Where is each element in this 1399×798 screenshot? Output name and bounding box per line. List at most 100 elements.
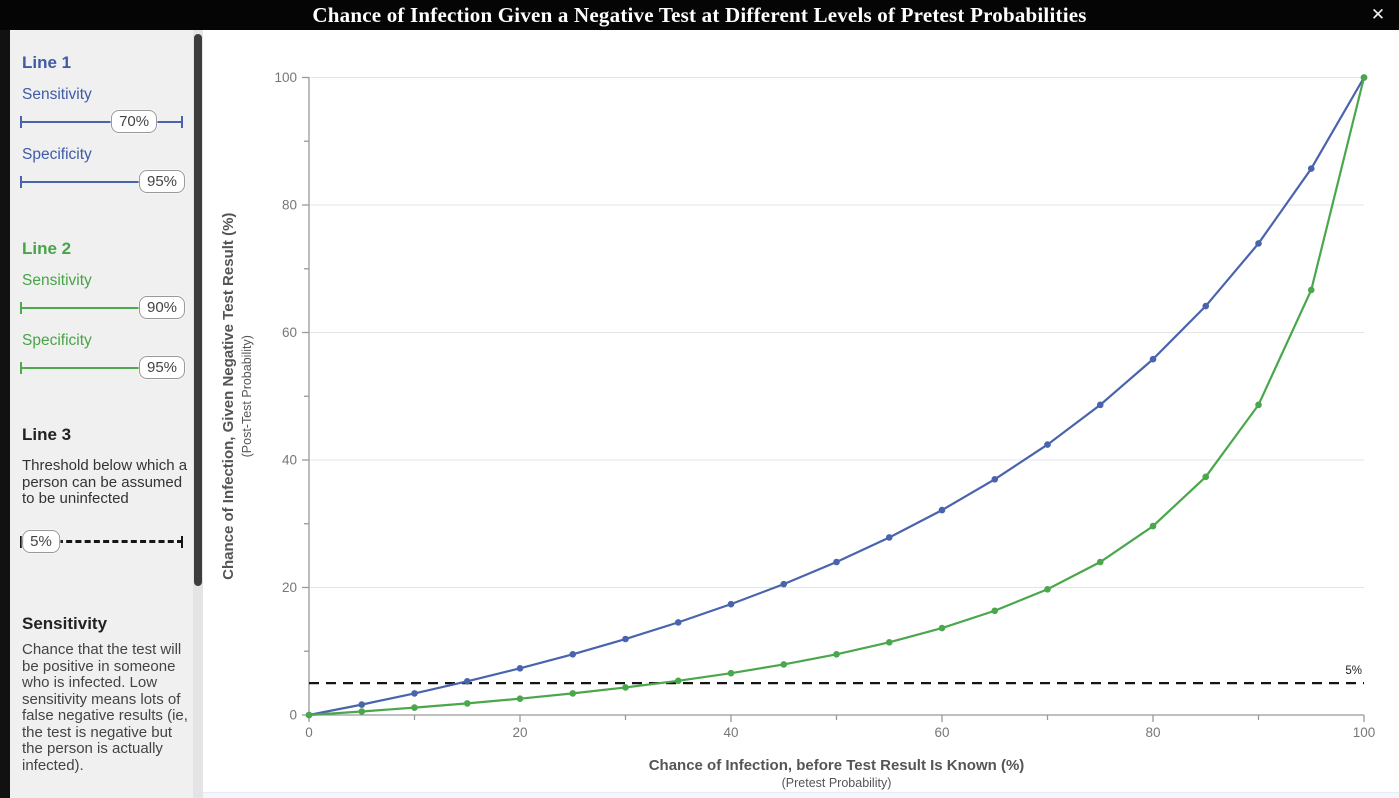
series-line2-point [463,700,471,707]
slider-track[interactable] [20,121,183,123]
slider-endcap [181,116,183,128]
series-line2-point [727,669,735,677]
close-icon[interactable]: ✕ [1370,5,1386,24]
gridlines [309,77,1364,588]
slider-track[interactable] [20,540,183,543]
series-line2-point [305,711,313,719]
series-line2-point [1044,585,1051,593]
slider-track[interactable] [20,367,183,369]
series-line2-point [411,704,418,711]
series-line1-point [1149,355,1157,363]
svg-text:40: 40 [282,453,297,468]
svg-text:60: 60 [934,725,949,740]
sensitivity-definition-heading: Sensitivity [22,614,108,633]
series-line2-point [885,639,893,646]
svg-text:Chance of Infection, before Te: Chance of Infection, before Test Result … [649,757,1025,774]
series-line2-point [780,661,788,668]
series-line1-point [674,619,682,626]
slider-endcap [181,536,183,548]
series-line1[interactable] [305,74,1368,719]
svg-text:60: 60 [282,325,297,340]
series-line1-point [622,635,629,643]
post-test-probability-plot: 0 20 40 60 80 100 0 20 40 60 80 100 5% Chance of Infe… [220,70,1376,790]
series-line2-point [622,684,629,691]
bottom-strip [203,792,1399,798]
series-line1-point [411,690,418,697]
svg-text:100: 100 [1353,725,1376,740]
series-line2-point [1096,558,1104,566]
line1-sensitivity-slider[interactable]: 70% [20,108,183,136]
line3-threshold-handle[interactable]: 5% [22,530,60,553]
line3-description: Threshold below which a person can be as… [22,457,188,507]
series-line1-point [569,651,577,658]
series-line1-point [463,678,471,685]
title-bar: Chance of Infection Given a Negative Tes… [0,0,1399,30]
line1-specificity-slider[interactable]: 95% [20,168,186,196]
series-line2-point [358,708,366,715]
svg-text:80: 80 [282,198,297,213]
svg-text:0: 0 [305,725,313,740]
series-line2-point [674,677,682,685]
series-line1-point [1096,401,1104,409]
series-line1-point [885,534,893,541]
controls-sidebar: Line 1 Sensitivity 70% Specificity 95% L… [10,30,193,798]
line1-sensitivity-handle[interactable]: 70% [111,110,158,133]
chart: 0 20 40 60 80 100 0 20 40 60 80 100 5% Chance of Infe… [203,30,1399,792]
series-line2-point [991,607,999,615]
sensitivity-definition-body: Chance that the test will be positive in… [22,641,188,774]
svg-text:80: 80 [1145,725,1160,740]
line2-heading: Line 2 [22,239,72,258]
line1-specificity-label: Specificity [22,146,92,163]
page-title: Chance of Infection Given a Negative Tes… [312,2,1087,27]
series-line1-point [991,476,999,483]
series-line1-point [833,558,840,566]
line2-sensitivity-handle[interactable]: 90% [138,296,186,319]
svg-text:100: 100 [274,70,297,85]
line1-heading: Line 1 [22,53,72,72]
series-line2[interactable] [305,74,1368,719]
series-line2-point [833,651,840,658]
series-line1-point [780,580,788,588]
series-line1-point [938,506,946,514]
series-line2-point [1360,74,1368,81]
svg-text:0: 0 [289,708,297,723]
sidebar-scrollbar[interactable] [193,30,203,798]
axes [302,76,1365,722]
series-line1-point [1044,441,1051,448]
threshold-line[interactable]: 5% [309,665,1364,685]
line3-threshold-slider[interactable]: 5% [20,528,183,556]
svg-text:Chance of Infection, Given Neg: Chance of Infection, Given Negative Test… [220,213,237,580]
line2-specificity-handle[interactable]: 95% [138,356,186,379]
series-line2-point [569,690,577,697]
svg-text:20: 20 [282,580,297,595]
series-line2-point [516,695,524,702]
svg-text:40: 40 [723,725,738,740]
series-line2-point [1307,286,1315,294]
line1-sensitivity-label: Sensitivity [22,86,92,103]
line2-sensitivity-label: Sensitivity [22,272,92,289]
series-line2-point [1149,522,1157,530]
series-line2-point [1255,401,1262,409]
series-line1-point [1307,165,1315,172]
svg-text:(Pretest Probability): (Pretest Probability) [782,776,892,790]
series-line2-point [938,624,946,632]
y-tick-labels: 0 20 40 60 80 100 [274,70,297,723]
series-line1-point [1255,240,1262,247]
line2-sensitivity-slider[interactable]: 90% [20,294,186,322]
line2-specificity-slider[interactable]: 95% [20,354,186,382]
y-axis-title: Chance of Infection, Given Negative Test… [220,213,254,580]
line1-specificity-handle[interactable]: 95% [138,170,186,193]
slider-track[interactable] [20,307,183,309]
series-line1-point [516,665,524,672]
series-line1-point [727,600,735,608]
line3-heading: Line 3 [22,425,72,444]
slider-track[interactable] [20,181,183,183]
series-line2-point [1202,473,1210,481]
line2-specificity-label: Specificity [22,332,92,349]
svg-text:(Post-Test Probability): (Post-Test Probability) [240,335,254,457]
threshold-label: 5% [1345,665,1362,677]
sidebar-scrollbar-thumb[interactable] [194,34,202,586]
x-axis-title: Chance of Infection, before Test Result … [649,757,1025,790]
svg-text:20: 20 [512,725,527,740]
series-line1-point [1202,302,1210,310]
